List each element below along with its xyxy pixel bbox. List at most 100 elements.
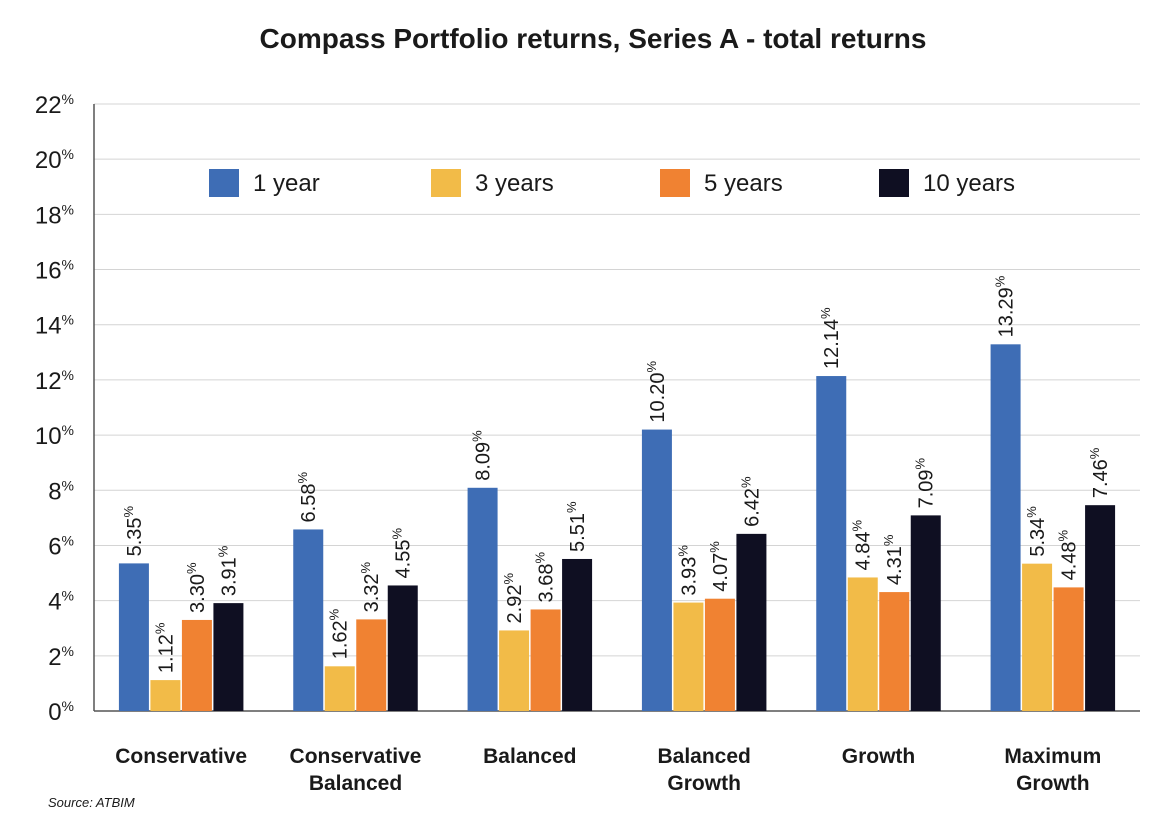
y-tick-unit: %	[62, 146, 74, 162]
data-label-unit: %	[470, 430, 485, 442]
bar	[181, 619, 212, 711]
source-note: Source: ATBIM	[48, 795, 135, 810]
data-label-unit: %	[390, 528, 405, 540]
data-label-unit: %	[501, 572, 516, 584]
x-category-label: Growth	[667, 772, 741, 795]
bar	[1053, 587, 1084, 711]
bar	[990, 344, 1021, 711]
data-label: 6.58%	[295, 472, 320, 523]
legend-label: 3 years	[475, 170, 554, 197]
data-label: 1.12%	[152, 622, 177, 673]
data-label-unit: %	[707, 541, 722, 553]
y-tick-label: 22%	[35, 91, 74, 119]
chart-title: Compass Portfolio returns, Series A - to…	[260, 23, 927, 54]
y-tick-unit: %	[62, 367, 74, 383]
gridlines	[93, 103, 1140, 712]
x-category-label: Growth	[1016, 772, 1090, 795]
data-label-unit: %	[913, 457, 928, 469]
x-category-label: Balanced	[657, 745, 750, 768]
data-label: 13.29%	[993, 275, 1018, 337]
data-label-unit: %	[121, 505, 136, 517]
bar	[816, 376, 847, 711]
data-label: 4.48%	[1056, 529, 1081, 580]
data-label: 7.46%	[1087, 447, 1112, 498]
bar	[324, 666, 355, 711]
data-label: 6.42%	[738, 476, 763, 527]
legend-swatch	[209, 169, 239, 197]
y-tick-label: 2%	[48, 643, 74, 671]
data-label-unit: %	[358, 561, 373, 573]
x-category-label: Conservative	[115, 745, 247, 768]
x-category-label: Balanced	[309, 772, 402, 795]
legend-swatch	[879, 169, 909, 197]
data-label-unit: %	[564, 501, 579, 513]
data-label: 5.35%	[121, 505, 146, 556]
bar	[213, 603, 244, 711]
bar	[293, 529, 324, 711]
y-tick-label: 12%	[35, 367, 74, 395]
data-label: 2.92%	[501, 572, 526, 623]
data-label-unit: %	[295, 472, 310, 484]
data-label-unit: %	[850, 520, 865, 532]
y-tick-unit: %	[62, 422, 74, 438]
x-category-label: Maximum	[1004, 745, 1101, 768]
data-label-unit: %	[675, 545, 690, 557]
data-label: 4.07%	[707, 541, 732, 592]
data-label-unit: %	[881, 534, 896, 546]
y-tick-unit: %	[62, 588, 74, 604]
data-label: 10.20%	[644, 361, 669, 423]
data-label: 4.31%	[881, 534, 906, 585]
data-label-unit: %	[533, 552, 548, 564]
bar	[467, 487, 498, 711]
data-label: 4.84%	[850, 520, 875, 571]
data-label: 4.55%	[390, 528, 415, 579]
legend-swatch	[431, 169, 461, 197]
bar	[673, 602, 704, 711]
bar	[641, 429, 672, 711]
bar	[736, 533, 767, 711]
bar	[150, 680, 181, 711]
bar	[1022, 563, 1053, 711]
y-axis-ticks: 0% 2% 4% 6% 8% 10% 12% 14% 16% 18% 20% 22%	[35, 91, 74, 726]
y-tick-unit: %	[62, 698, 74, 714]
y-tick-label: 0%	[48, 698, 74, 726]
y-tick-label: 6%	[48, 532, 74, 560]
x-axis-categories: Conservative Conservative Balanced Balanced…	[115, 745, 1101, 795]
data-label: 1.62%	[327, 608, 352, 659]
data-label: 7.09%	[913, 457, 938, 508]
bar	[847, 577, 878, 711]
y-tick-label: 4%	[48, 588, 74, 616]
data-label-unit: %	[644, 361, 659, 373]
data-label: 3.93%	[675, 545, 700, 596]
bar	[387, 585, 418, 711]
data-label-unit: %	[818, 307, 833, 319]
y-tick-label: 18%	[35, 201, 74, 229]
bar	[879, 592, 910, 711]
y-tick-label: 8%	[48, 477, 74, 505]
legend-swatch	[660, 169, 690, 197]
data-label: 5.51%	[564, 501, 589, 552]
bars	[118, 344, 1116, 711]
data-label: 3.91%	[215, 545, 240, 596]
bar	[356, 619, 387, 711]
legend-label: 10 years	[923, 170, 1015, 197]
x-category-label: Balanced	[483, 745, 576, 768]
y-tick-unit: %	[62, 477, 74, 493]
y-tick-unit: %	[62, 257, 74, 273]
data-label-unit: %	[1024, 506, 1039, 518]
data-label-unit: %	[1087, 447, 1102, 459]
data-label: 12.14%	[818, 307, 843, 369]
bar	[530, 609, 561, 711]
y-tick-unit: %	[62, 312, 74, 328]
bar	[1085, 505, 1116, 711]
data-label-unit: %	[152, 622, 167, 634]
bar	[910, 515, 941, 711]
bar	[499, 630, 530, 711]
y-tick-unit: %	[62, 91, 74, 107]
y-tick-unit: %	[62, 643, 74, 659]
data-label: 3.32%	[358, 561, 383, 612]
data-label-unit: %	[993, 275, 1008, 287]
bar	[118, 563, 149, 711]
y-tick-label: 20%	[35, 146, 74, 174]
legend: 1 year 3 years 5 years 10 years	[209, 169, 1015, 197]
